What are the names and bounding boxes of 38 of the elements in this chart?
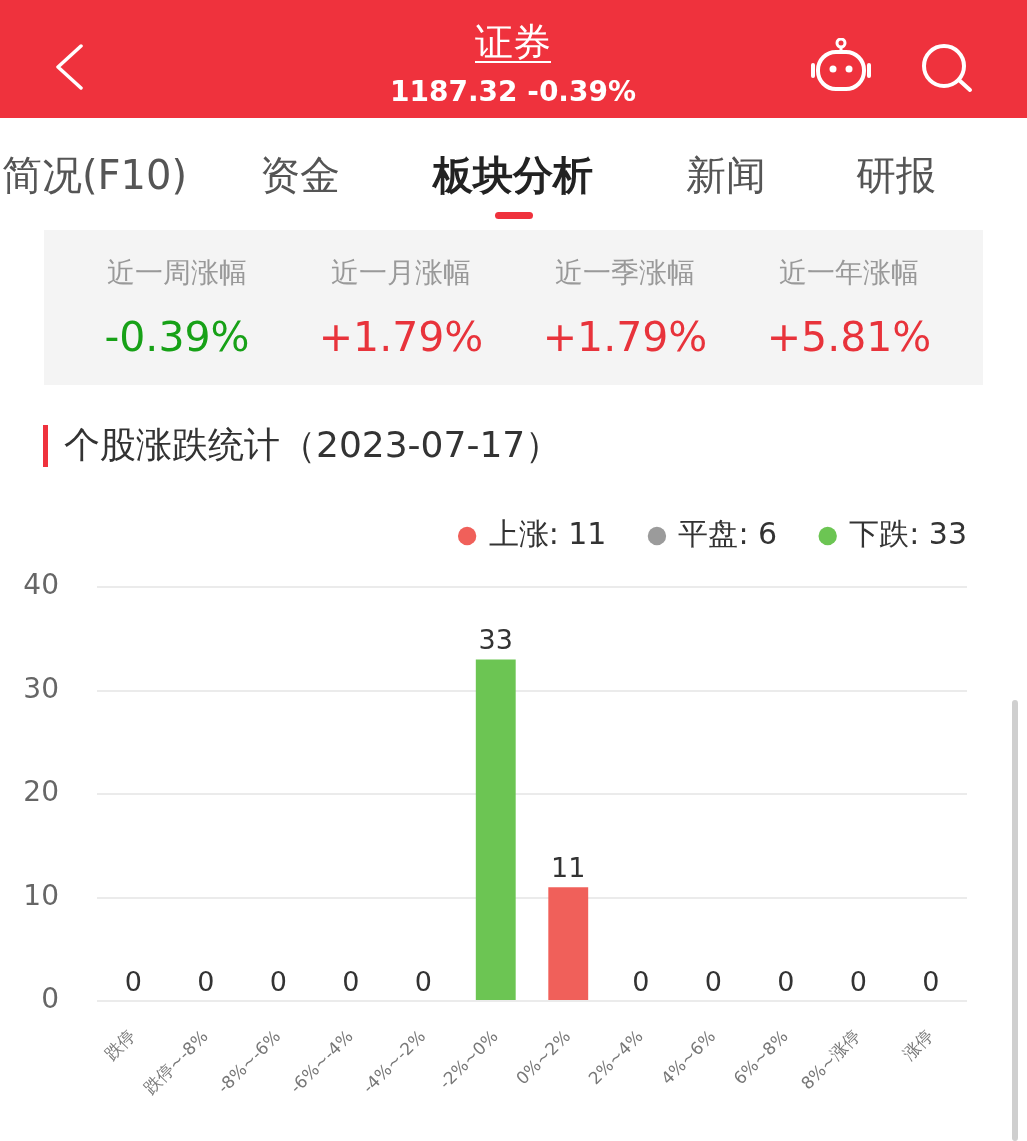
x-tick-label: 涨停 xyxy=(898,1026,937,1065)
data-label: 0 xyxy=(269,965,287,997)
data-label: 0 xyxy=(632,965,650,997)
y-tick-label: 10 xyxy=(23,878,59,912)
y-tick-label: 30 xyxy=(23,671,59,705)
x-tick-label: 跌停 xyxy=(101,1026,140,1065)
y-tick-label: 40 xyxy=(23,568,59,602)
text: 研报 xyxy=(856,152,936,198)
text: +1.79% xyxy=(542,312,708,361)
data-label: 0 xyxy=(342,965,360,997)
y-tick-label: 20 xyxy=(23,775,59,809)
legend-label: 平盘: 6 xyxy=(678,515,778,551)
data-label: 0 xyxy=(849,965,867,997)
text: 简况(F10) xyxy=(2,152,188,198)
text: 证券 xyxy=(475,20,551,64)
text: 板块分析 xyxy=(433,152,593,198)
chart-title: 个股涨跌统计（2023-07-17） xyxy=(64,424,562,465)
text: -0.39% xyxy=(104,312,250,361)
data-label: 0 xyxy=(704,965,722,997)
data-label: 0 xyxy=(777,965,795,997)
data-label: 0 xyxy=(922,965,940,997)
text: 新闻 xyxy=(686,152,766,198)
text: 近一年涨幅 xyxy=(779,256,919,289)
text: +5.81% xyxy=(766,312,932,361)
legend-label: 上涨: 11 xyxy=(488,515,607,551)
text: 资金 xyxy=(260,152,340,198)
y-tick-label: 0 xyxy=(41,982,59,1016)
data-label: 11 xyxy=(551,851,586,883)
text: +1.79% xyxy=(318,312,484,361)
text: 近一周涨幅 xyxy=(107,256,247,289)
data-label: 0 xyxy=(197,965,215,997)
data-label: 0 xyxy=(124,965,142,997)
legend-label: 下跌: 33 xyxy=(849,515,968,551)
data-label: 33 xyxy=(478,623,513,655)
text: 近一季涨幅 xyxy=(555,256,695,289)
text: 近一月涨幅 xyxy=(331,256,471,289)
text: 1187.32 -0.39% xyxy=(389,75,637,108)
data-label: 0 xyxy=(414,965,432,997)
